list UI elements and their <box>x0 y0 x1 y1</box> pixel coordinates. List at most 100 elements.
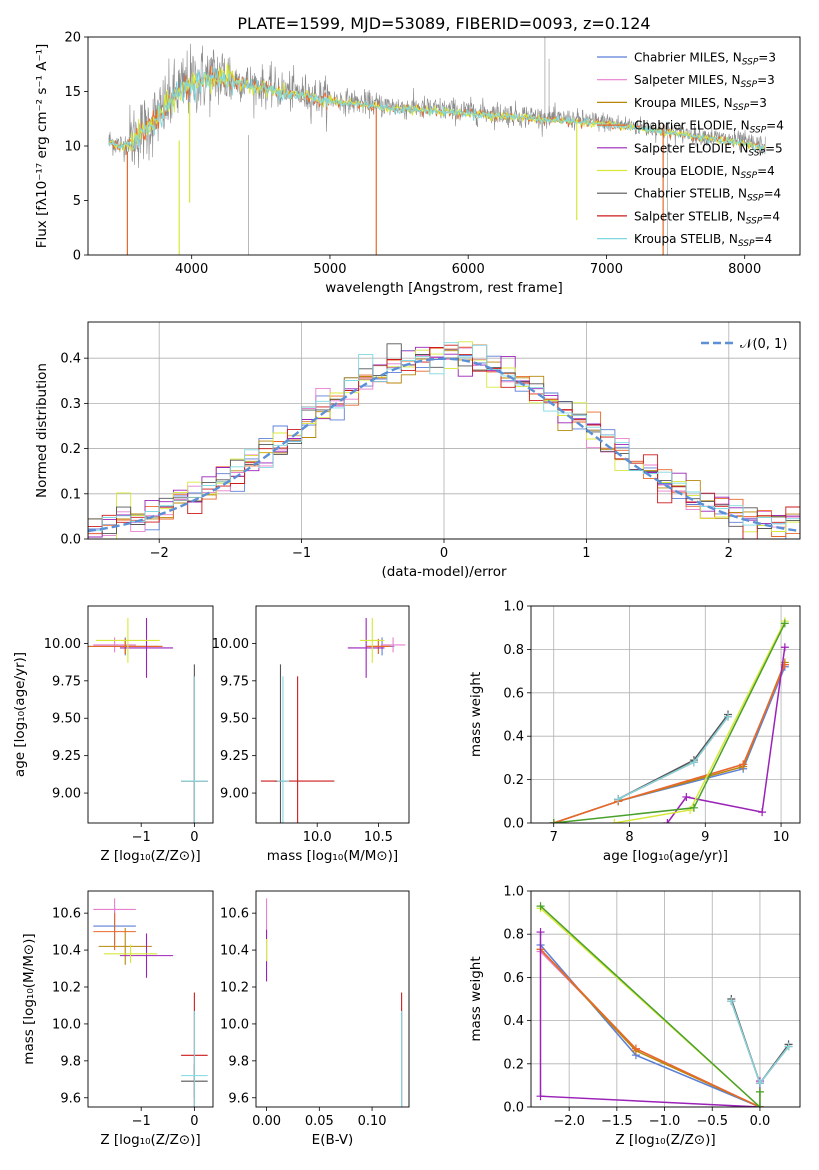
legend-entry: Chabrier MILES, NSSP=3 <box>634 51 776 68</box>
mass-weight-line <box>539 948 761 1107</box>
x-tick-label: 8000 <box>728 262 761 277</box>
y-tick-label: 10.4 <box>220 944 249 959</box>
data-point-marker <box>536 902 545 911</box>
x-tick-label: −1.0 <box>649 1114 681 1129</box>
y-tick-label: 9.75 <box>220 674 249 689</box>
x-axis-label: Z [log₁₀(Z/Z⊙)] <box>615 1132 715 1148</box>
y-tick-label: 10.4 <box>52 944 81 959</box>
data-point-marker <box>758 808 767 817</box>
y-tick-label: 0.0 <box>503 1101 524 1116</box>
legend-entry: Salpeter ELODIE, NSSP=5 <box>634 141 783 158</box>
figure-title: PLATE=1599, MJD=53089, FIBERID=0093, z=0… <box>237 14 650 33</box>
mass-weight-line <box>614 620 786 823</box>
x-axis-label: Z [log₁₀(Z/Z⊙)] <box>100 1132 200 1148</box>
data-point-marker <box>610 819 619 823</box>
axes-frame <box>530 890 801 1108</box>
x-tick-label: 10.5 <box>364 830 393 845</box>
plot-area <box>260 617 406 823</box>
x-tick-label: −2.0 <box>553 1114 585 1129</box>
y-tick-label: 9.50 <box>220 712 249 727</box>
x-tick-label: −0.5 <box>696 1114 728 1129</box>
mass-weight-line <box>553 662 786 823</box>
y-axis-label: Flux [fλ10⁻¹⁷ erg cm⁻² s⁻¹ A⁻¹] <box>34 44 50 249</box>
plot-area <box>93 898 208 1107</box>
data-point-marker <box>755 1103 764 1107</box>
legend-entry: Salpeter STELIB, NSSP=4 <box>634 209 780 226</box>
y-tick-label: 9.8 <box>228 1054 249 1069</box>
y-tick-label: 0.4 <box>60 352 81 367</box>
x-axis-label: Z [log₁₀(Z/Z⊙)] <box>100 848 200 864</box>
data-point-marker <box>689 803 698 812</box>
data-point-marker <box>727 997 736 1006</box>
mass-weight-line <box>553 664 786 823</box>
panel-8: −2.0 −1.5 −1.0 −0.5 0.0 0.0 0.2 0.4 0.6 0.8 1.0 Z [… <box>468 885 801 1148</box>
y-tick-label: 0.2 <box>503 1057 524 1072</box>
y-tick-label: 0.6 <box>503 971 524 986</box>
x-tick-label: 0.0 <box>750 1114 771 1129</box>
y-tick-label: 0.8 <box>503 643 524 658</box>
x-tick-label: 7 <box>550 830 558 845</box>
y-tick-label: 9.25 <box>220 749 249 764</box>
data-point-marker <box>724 712 733 721</box>
y-axis-label: mass weight <box>468 672 484 757</box>
y-tick-label: 9.00 <box>220 787 249 802</box>
axes-frame <box>530 605 801 824</box>
x-tick-label: 0 <box>440 546 448 561</box>
panel-2: −2 −1 0 1 2 0.0 0.1 0.2 0.3 0.4 (data-model)/error… <box>34 321 801 580</box>
y-tick-label: 10.00 <box>44 637 81 652</box>
mass-weight-line <box>539 950 761 1107</box>
data-point-marker <box>536 928 545 937</box>
legend-entry: Chabrier STELIB, NSSP=4 <box>634 187 781 204</box>
legend-entry: Salpeter MILES, NSSP=3 <box>634 73 775 90</box>
x-tick-label: 7000 <box>590 262 623 277</box>
y-tick-label: 9.25 <box>52 749 81 764</box>
x-tick-label: −1 <box>292 546 311 561</box>
normal-reference-curve <box>88 357 800 533</box>
y-tick-label: 0.4 <box>503 730 524 745</box>
panel-3: −1 0 9.00 9.25 9.50 9.75 10.00 Z [log₁₀(Z/Z⊙)] a… <box>12 605 214 864</box>
x-tick-label: 0.10 <box>358 1114 387 1129</box>
mass-weight-line <box>539 948 761 1107</box>
y-tick-label: 10.2 <box>52 981 81 996</box>
y-axis-label: mass [log₁₀(M/M⊙)] <box>21 933 37 1064</box>
y-tick-label: 0.2 <box>503 773 524 788</box>
y-tick-label: 9.75 <box>52 674 81 689</box>
x-axis-label: age [log₁₀(age/yr)] <box>603 848 728 864</box>
x-tick-label: 5000 <box>313 262 346 277</box>
x-tick-label: 4000 <box>175 262 208 277</box>
y-tick-label: 9.50 <box>52 712 81 727</box>
plot-area <box>108 37 766 255</box>
y-tick-label: 15 <box>64 85 81 100</box>
legend-entry: Chabrier ELODIE, NSSP=4 <box>634 119 784 136</box>
x-tick-label: 9 <box>701 830 709 845</box>
y-axis-label: mass weight <box>468 956 484 1041</box>
mass-weight-line <box>553 664 786 823</box>
y-tick-label: 0.0 <box>60 533 81 548</box>
data-point-marker <box>689 758 698 767</box>
mass-weight-line <box>539 905 761 1107</box>
spectrum-data-line <box>108 43 766 169</box>
y-tick-label: 0.1 <box>60 487 81 502</box>
y-tick-label: 0.3 <box>60 397 81 412</box>
data-point-marker <box>631 1044 640 1053</box>
y-tick-label: 10.6 <box>52 907 81 922</box>
axes-frame <box>87 605 214 824</box>
y-tick-label: 10.00 <box>212 637 249 652</box>
plot-area <box>549 617 789 823</box>
x-tick-label: 0.05 <box>305 1114 334 1129</box>
y-tick-label: 0.0 <box>503 817 524 832</box>
data-point-marker <box>739 760 748 769</box>
mass-weight-line <box>539 944 761 1107</box>
x-axis-label: mass [log₁₀(M/M⊙)] <box>267 848 398 864</box>
legend-entry: Kroupa STELIB, NSSP=4 <box>634 232 772 249</box>
y-tick-label: 10.2 <box>220 981 249 996</box>
x-axis-label: (data-model)/error <box>381 564 507 580</box>
histogram-legend: 𝒩(0, 1) <box>701 337 787 352</box>
data-point-marker <box>549 819 558 823</box>
data-point-marker <box>784 1042 793 1051</box>
y-tick-label: 0 <box>73 249 81 264</box>
x-tick-label: −1.5 <box>601 1114 633 1129</box>
data-point-marker <box>780 643 789 652</box>
x-tick-label: 0.00 <box>252 1114 281 1129</box>
